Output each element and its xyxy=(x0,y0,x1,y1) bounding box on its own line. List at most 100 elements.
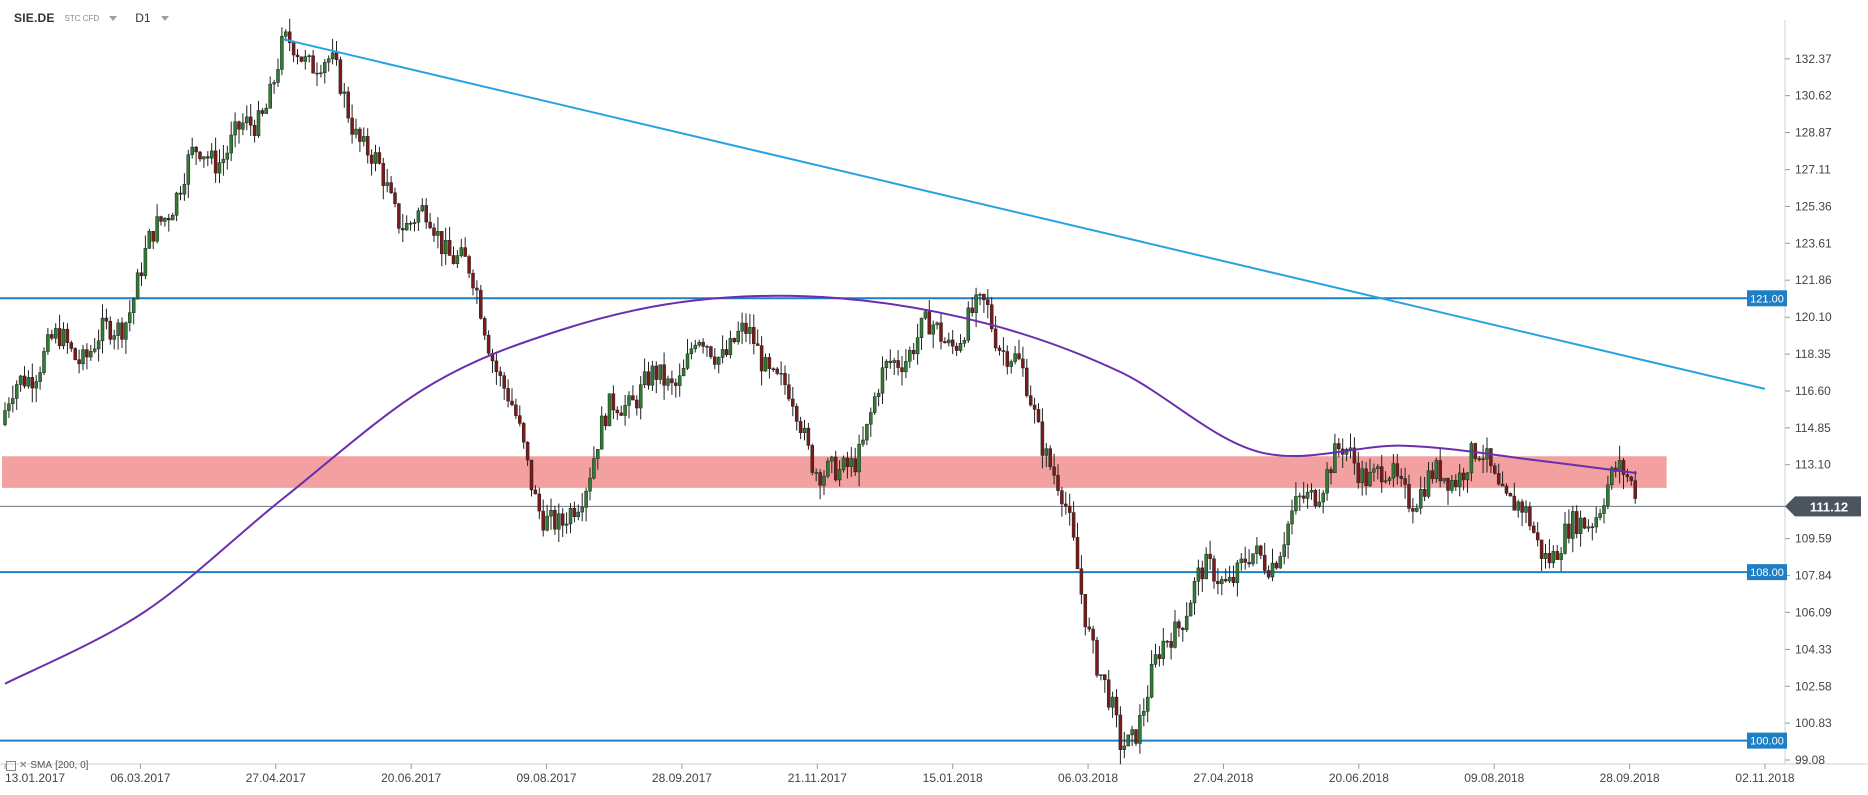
candle-body xyxy=(1223,579,1228,582)
candle-body xyxy=(970,307,974,313)
candle-body xyxy=(1169,641,1173,648)
candle-body xyxy=(568,507,573,525)
candle-body xyxy=(962,340,967,344)
time-tick-label: 02.11.2018 xyxy=(1735,771,1794,785)
candle-body xyxy=(1559,553,1563,560)
candle-body xyxy=(791,398,795,407)
candle-body xyxy=(611,393,616,411)
candle-body xyxy=(1446,477,1450,491)
candle-body xyxy=(1625,474,1630,478)
candle-body xyxy=(798,421,803,434)
candle-body xyxy=(549,509,553,517)
candle-body xyxy=(1204,553,1208,580)
price-tick-label: 120.10 xyxy=(1795,310,1832,324)
candle-body xyxy=(638,384,643,409)
candle-body xyxy=(1161,640,1166,659)
candle-body xyxy=(900,367,904,373)
time-tick-label: 06.03.2018 xyxy=(1058,771,1118,785)
candle-body xyxy=(1602,505,1606,514)
candle-body xyxy=(299,56,304,62)
candle-body xyxy=(693,344,698,350)
candle-body xyxy=(1052,466,1056,476)
timeframe-label[interactable]: D1 xyxy=(135,11,151,25)
candle-body xyxy=(908,349,912,362)
candle-body xyxy=(974,294,978,313)
symbol-label[interactable]: SIE.DE xyxy=(14,11,55,25)
candle-body xyxy=(709,346,713,358)
candle-body xyxy=(498,371,503,376)
indicator-settings-icon[interactable] xyxy=(6,760,16,771)
candle-body xyxy=(471,272,475,289)
candle-body xyxy=(1216,580,1220,585)
candle-body xyxy=(96,340,101,350)
candle-body xyxy=(1157,654,1162,659)
candle-body xyxy=(1489,448,1493,467)
candle-body xyxy=(1508,493,1513,497)
candle-body xyxy=(77,359,81,365)
candle-body xyxy=(432,227,436,236)
candle-body xyxy=(1227,576,1232,582)
candle-body xyxy=(681,368,686,377)
candle-body xyxy=(1633,480,1637,499)
candle-body xyxy=(198,151,202,160)
candle-body xyxy=(845,457,850,467)
candle-body xyxy=(560,513,565,526)
candle-body xyxy=(467,256,471,274)
candle-body xyxy=(287,31,292,44)
candle-body xyxy=(1028,395,1033,406)
candle-body xyxy=(744,322,748,334)
candle-body xyxy=(771,368,776,370)
candle-body xyxy=(412,222,417,224)
candle-body xyxy=(436,231,440,236)
candle-body xyxy=(1469,443,1474,474)
candle-body xyxy=(986,299,990,305)
candle-body xyxy=(268,83,272,109)
price-tick-label: 113.10 xyxy=(1795,458,1831,472)
candle-body xyxy=(264,107,269,114)
candle-body xyxy=(229,134,233,154)
candle-body xyxy=(1153,654,1158,665)
candle-body xyxy=(518,415,522,424)
candle-body xyxy=(369,154,374,164)
indicator-params: [200, 0] xyxy=(55,760,89,771)
candle-body xyxy=(1434,460,1439,480)
timeframe-dropdown-icon[interactable] xyxy=(160,15,169,21)
price-tick-label: 118.35 xyxy=(1795,347,1831,361)
candle-body xyxy=(1138,715,1142,744)
candle-body xyxy=(206,156,210,159)
candle-body xyxy=(1134,729,1138,744)
candle-body xyxy=(888,360,893,363)
candle-body xyxy=(510,400,514,406)
indicator-remove-icon[interactable]: ✕ xyxy=(19,760,28,771)
candle-body xyxy=(759,345,764,372)
candle-body xyxy=(849,458,854,467)
candle-body xyxy=(1181,627,1185,630)
candle-body xyxy=(1251,553,1255,565)
candle-body xyxy=(950,339,955,347)
candle-body xyxy=(1461,472,1466,481)
symbol-dropdown-icon[interactable] xyxy=(109,15,118,21)
candle-body xyxy=(833,456,838,481)
candle-body xyxy=(1130,729,1134,736)
candle-body xyxy=(389,182,393,193)
candle-body xyxy=(174,192,179,216)
candle-body xyxy=(818,472,822,486)
candle-body xyxy=(1438,460,1442,482)
candle-body xyxy=(26,377,31,387)
time-tick-label: 09.08.2017 xyxy=(517,771,577,785)
candle-body xyxy=(1442,477,1446,482)
candle-body xyxy=(1555,551,1559,560)
price-tick-label: 116.60 xyxy=(1795,384,1831,398)
candle-body xyxy=(221,158,226,163)
candle-body xyxy=(564,523,569,526)
candle-body xyxy=(455,255,460,264)
candle-body xyxy=(1578,517,1583,534)
candle-body xyxy=(151,231,155,242)
candle-body xyxy=(1504,485,1509,494)
candle-body xyxy=(736,330,740,343)
candle-body xyxy=(7,403,11,411)
candle-body xyxy=(1103,674,1107,681)
candle-body xyxy=(1454,480,1458,487)
